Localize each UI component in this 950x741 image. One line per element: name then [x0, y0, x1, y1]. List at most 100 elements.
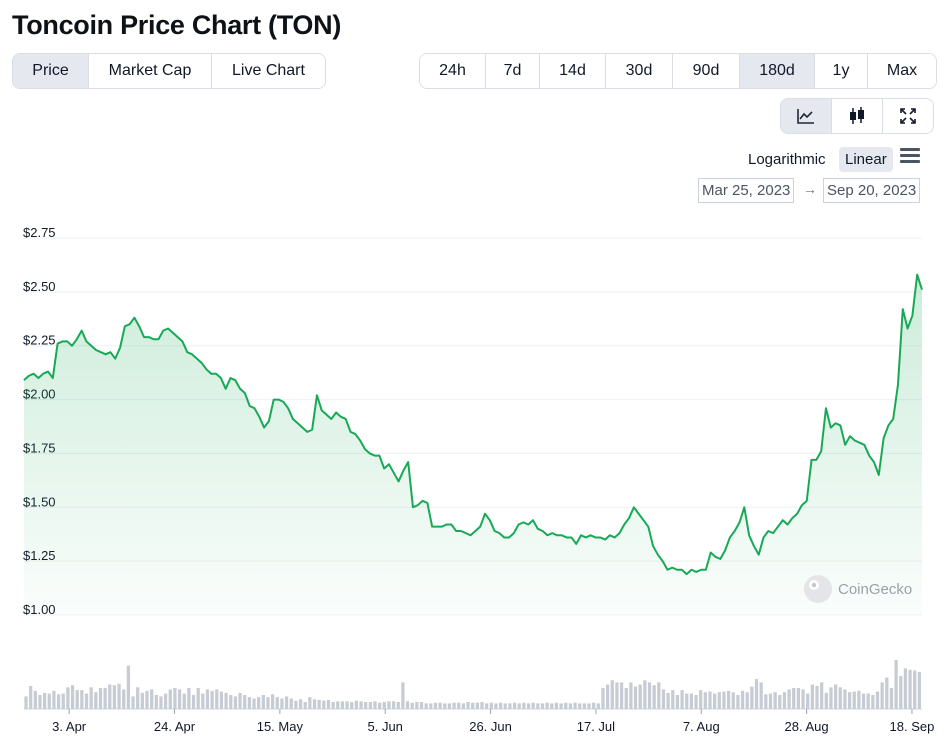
- volume-bar: [587, 703, 591, 709]
- range-7d[interactable]: 7d: [486, 54, 540, 88]
- volume-bar: [322, 700, 326, 709]
- volume-bar: [871, 695, 875, 709]
- x-tick-label: 26. Jun: [469, 719, 512, 734]
- volume-bar: [196, 688, 200, 709]
- volume-bar: [466, 702, 470, 709]
- volume-bar: [461, 703, 466, 709]
- volume-bar: [503, 703, 507, 709]
- date-to-input[interactable]: Sep 20, 2023: [823, 178, 921, 203]
- date-from-input[interactable]: Mar 25, 2023: [698, 178, 795, 203]
- volume-bar: [759, 682, 763, 709]
- volume-bar: [550, 703, 554, 709]
- scale-linear-button[interactable]: Linear: [839, 147, 893, 172]
- y-tick-label: $2.75: [23, 225, 56, 240]
- volume-bar: [438, 702, 442, 709]
- coingecko-watermark: CoinGecko: [804, 575, 912, 603]
- volume-bar: [471, 702, 475, 709]
- volume-bar: [545, 702, 549, 709]
- volume-bar: [736, 695, 740, 709]
- volume-bar: [540, 703, 545, 709]
- volume-bar: [834, 684, 838, 709]
- volume-bar: [666, 692, 670, 709]
- volume-bar: [378, 702, 382, 709]
- volume-bar: [47, 693, 51, 709]
- page-title: Toncoin Price Chart (TON): [12, 10, 342, 40]
- volume-bar: [382, 702, 386, 709]
- volume-bar: [108, 684, 112, 709]
- time-range-tabs: 24h 7d 14d 30d 90d 180d 1y Max: [419, 53, 937, 89]
- view-tabs: Price Market Cap Live Chart: [12, 53, 326, 89]
- volume-bar: [787, 689, 791, 709]
- volume-bar: [191, 695, 196, 709]
- volume-bar: [601, 688, 605, 709]
- scale-logarithmic-button[interactable]: Logarithmic: [748, 151, 826, 168]
- volume-bar: [98, 688, 103, 709]
- volume-bar: [773, 692, 777, 709]
- volume-bar: [354, 700, 358, 709]
- volume-bar: [745, 692, 749, 709]
- volume-bar: [726, 690, 731, 709]
- volume-bar: [801, 689, 805, 709]
- range-14d[interactable]: 14d: [540, 54, 606, 88]
- volume-bar: [368, 702, 372, 709]
- volume-bar: [661, 689, 666, 709]
- range-180d[interactable]: 180d: [740, 54, 815, 88]
- volume-bar: [173, 688, 177, 709]
- volume-bar: [238, 692, 242, 709]
- volume-bar: [671, 690, 675, 709]
- expand-button[interactable]: [883, 99, 933, 133]
- volume-bar: [903, 668, 908, 709]
- tab-price[interactable]: Price: [13, 54, 89, 88]
- tab-live-chart[interactable]: Live Chart: [212, 54, 325, 88]
- volume-bar: [894, 660, 898, 709]
- range-1y[interactable]: 1y: [815, 54, 868, 88]
- tab-market-cap[interactable]: Market Cap: [89, 54, 212, 88]
- volume-bar: [652, 685, 656, 709]
- volume-bar: [136, 687, 140, 709]
- range-30d[interactable]: 30d: [606, 54, 673, 88]
- volume-bar: [596, 703, 600, 709]
- volume-bar: [56, 694, 61, 709]
- volume-bar: [289, 698, 293, 709]
- volume-bar: [224, 692, 228, 709]
- range-max[interactable]: Max: [868, 54, 936, 88]
- volume-bar: [359, 701, 363, 709]
- volume-bar: [815, 685, 819, 709]
- volume-bar: [526, 703, 531, 709]
- range-24h[interactable]: 24h: [420, 54, 486, 88]
- line-chart-button[interactable]: [781, 99, 832, 133]
- volume-bar: [447, 703, 452, 709]
- volume-bar: [782, 692, 787, 709]
- volume-bar: [517, 703, 521, 709]
- volume-bar: [154, 695, 158, 709]
- menu-icon[interactable]: [900, 148, 920, 166]
- volume-bar: [810, 684, 814, 709]
- range-90d[interactable]: 90d: [673, 54, 740, 88]
- volume-bar: [187, 688, 191, 709]
- volume-bar: [261, 695, 265, 709]
- volume-bar: [89, 687, 93, 709]
- volume-bar: [205, 689, 210, 709]
- volume-bar: [899, 676, 903, 709]
- volume-bar: [298, 699, 303, 709]
- volume-bar: [703, 692, 707, 709]
- volume-bar: [294, 700, 298, 709]
- volume-bar: [908, 669, 912, 709]
- x-tick-label: 17. Jul: [577, 719, 615, 734]
- volume-bar: [405, 701, 410, 709]
- volume-bar: [857, 690, 861, 709]
- volume-bar: [820, 682, 824, 709]
- volume-bar: [722, 691, 726, 709]
- volume-bar: [592, 702, 596, 709]
- candlestick-button[interactable]: [832, 99, 883, 133]
- volume-bar: [578, 703, 582, 709]
- area-layer: [24, 274, 922, 615]
- volume-bar: [126, 665, 131, 709]
- volume-bar: [643, 680, 647, 709]
- volume-bar: [731, 692, 735, 709]
- volume-bar: [345, 701, 349, 709]
- volume-bar: [866, 693, 870, 709]
- volume-bar: [75, 690, 79, 709]
- volume-bar: [457, 702, 461, 709]
- volume-bar: [24, 696, 28, 709]
